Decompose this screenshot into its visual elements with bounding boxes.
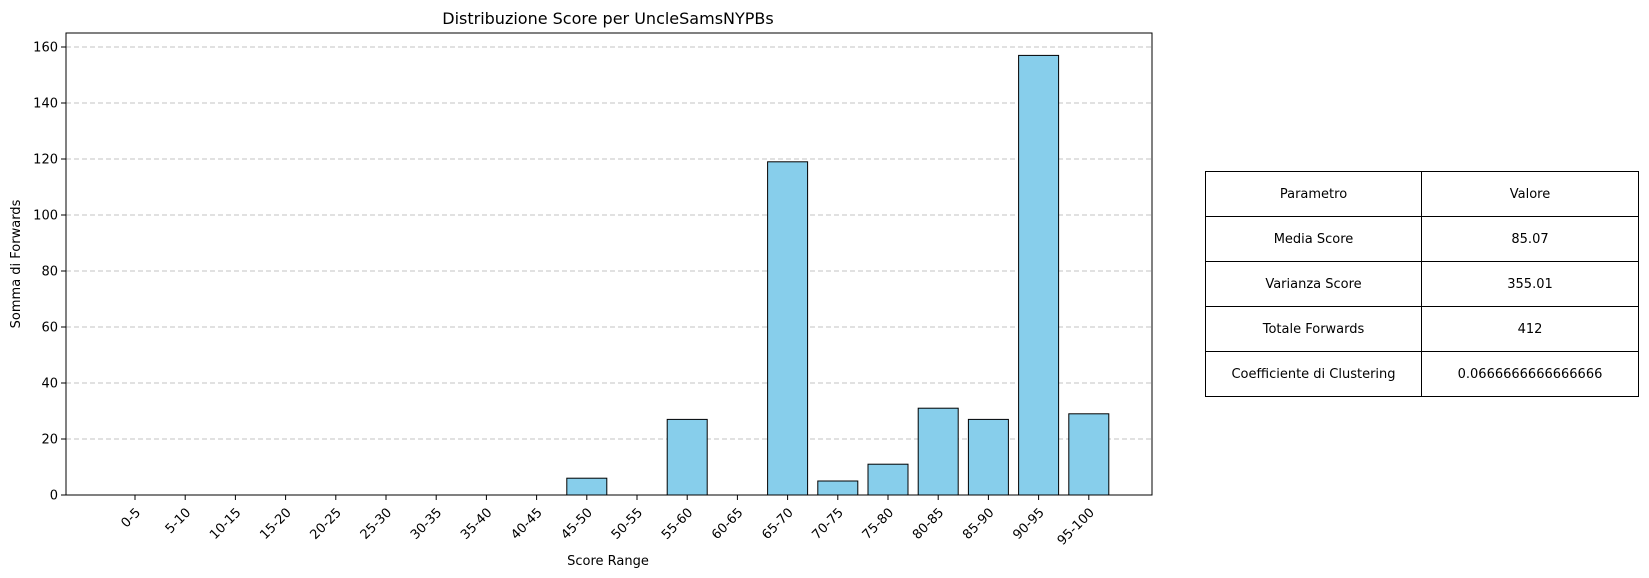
y-axis-label: Somma di Forwards xyxy=(9,199,24,328)
x-tick-label: 70-75 xyxy=(810,505,847,542)
y-tick-label: 60 xyxy=(41,321,58,336)
y-tick-label: 140 xyxy=(33,97,58,112)
x-tick-label: 25-30 xyxy=(358,505,395,542)
value-cell: 355.01 xyxy=(1421,261,1639,307)
x-tick-label: 0-5 xyxy=(118,505,144,531)
x-tick-label: 75-80 xyxy=(860,505,897,542)
bars xyxy=(566,54,1110,496)
bar xyxy=(917,407,959,496)
param-cell: Totale Forwards xyxy=(1204,306,1423,352)
param-cell: Coefficiente di Clustering xyxy=(1204,351,1423,397)
x-tick-label: 65-70 xyxy=(759,505,796,542)
x-tick-label: 85-90 xyxy=(960,505,997,542)
param-cell: Varianza Score xyxy=(1204,261,1423,307)
x-tick-label: 40-45 xyxy=(508,505,545,542)
x-tick-label: 50-55 xyxy=(609,505,646,542)
x-tick-label: 10-15 xyxy=(207,505,244,542)
y-tick-label: 40 xyxy=(41,377,58,392)
y-tick-label: 120 xyxy=(33,153,58,168)
x-tick-label: 90-95 xyxy=(1010,505,1047,542)
bar xyxy=(867,463,909,496)
y-tick-label: 160 xyxy=(33,41,58,56)
x-tick-label: 20-25 xyxy=(308,505,345,542)
bar xyxy=(566,477,608,496)
x-axis-ticks: 0-5 5-10 10-15 15-20 20-25 25-30 30-35 35-40 40-… xyxy=(118,495,1098,549)
value-cell: 0.0666666666666666 xyxy=(1421,351,1639,397)
table-row: Varianza Score 355.01 xyxy=(1204,261,1639,307)
table-header-row: Parametro Valore xyxy=(1204,171,1639,217)
x-tick-label: 15-20 xyxy=(257,505,294,542)
table-row: Coefficiente di Clustering 0.06666666666… xyxy=(1204,351,1639,397)
x-tick-label: 45-50 xyxy=(559,505,596,542)
y-axis-ticks: 0 20 40 60 80 100 120 140 160 xyxy=(33,41,66,504)
param-cell: Media Score xyxy=(1204,216,1423,262)
table-row: Media Score 85.07 xyxy=(1204,216,1639,262)
x-tick-label: 35-40 xyxy=(458,505,495,542)
bar xyxy=(666,418,708,496)
header-value-cell: Valore xyxy=(1421,171,1639,217)
x-tick-label: 60-65 xyxy=(709,505,746,542)
bar xyxy=(767,161,809,496)
chart-title: Distribuzione Score per UncleSamsNYPBs xyxy=(442,9,773,28)
bar xyxy=(1068,413,1110,496)
y-tick-label: 20 xyxy=(41,433,58,448)
plot-frame xyxy=(65,32,1153,496)
table-row: Totale Forwards 412 xyxy=(1204,306,1639,352)
bar xyxy=(1018,54,1060,496)
x-tick-label: 95-100 xyxy=(1055,505,1098,548)
value-cell: 412 xyxy=(1421,306,1639,352)
x-tick-label: 5-10 xyxy=(163,505,194,536)
x-tick-label: 80-85 xyxy=(910,505,947,542)
y-tick-label: 0 xyxy=(50,489,58,504)
y-tick-label: 100 xyxy=(33,209,58,224)
stats-table: Parametro Valore Media Score 85.07 Varia… xyxy=(1204,171,1639,397)
bar xyxy=(817,480,859,496)
header-param-cell: Parametro xyxy=(1204,171,1423,217)
bar xyxy=(967,418,1009,496)
x-axis-label: Score Range xyxy=(567,554,649,569)
value-cell: 85.07 xyxy=(1421,216,1639,262)
y-tick-label: 80 xyxy=(41,265,58,280)
x-tick-label: 30-35 xyxy=(408,505,445,542)
x-tick-label: 55-60 xyxy=(659,505,696,542)
